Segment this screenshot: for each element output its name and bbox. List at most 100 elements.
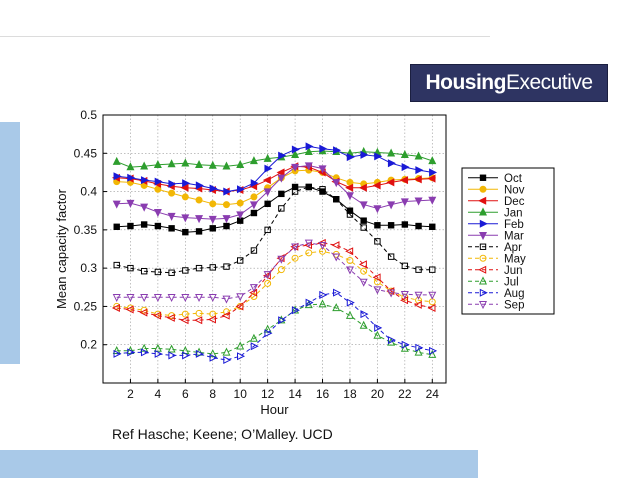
data-point-dec [400,176,409,185]
data-point-apr [237,257,244,264]
data-point-apr [305,183,313,191]
data-point-feb [223,187,232,196]
data-point-apr [360,224,367,231]
data-point-feb [182,179,191,188]
data-point-aug [209,353,218,362]
data-point-sep [332,253,341,262]
data-point-jul [153,343,162,352]
data-point-may [291,254,299,262]
data-point-jun [180,316,189,325]
data-point-feb [264,164,273,173]
data-point-jun [166,313,175,322]
data-point-sep [428,291,437,300]
data-point-dec [358,183,367,192]
data-point-oct [374,222,381,229]
data-point-sep [304,239,313,248]
data-point-feb [415,166,424,175]
data-point-dec [262,176,271,185]
data-point-aug [168,351,177,360]
data-point-oct [291,183,299,191]
data-point-mar [387,201,396,210]
data-point-dec [276,168,285,177]
data-point-nov [250,193,258,201]
legend-marker-mar [478,232,488,241]
data-point-apr [113,261,120,269]
data-point-sep [181,294,190,303]
y-tick-label: 0.5 [80,108,97,122]
data-point-jul [195,347,204,356]
series-oct [113,183,436,236]
data-point-sep [373,286,382,295]
data-point-may [277,266,285,274]
data-point-mar [414,197,423,206]
legend-marker-nov [479,185,487,193]
legend-label-aug: Aug [504,288,524,300]
legend-label-jan: Jan [504,207,523,219]
data-point-jul [167,344,176,353]
data-point-apr [264,226,271,234]
data-point-may [195,309,203,317]
legend-label-apr: Apr [504,242,522,254]
data-point-sep [400,290,409,299]
data-point-jun [372,273,381,282]
x-tick-label: 20 [371,387,385,401]
data-point-jul [428,349,437,358]
data-point-jun [331,241,340,250]
data-point-apr [250,247,258,254]
data-point-apr [195,264,203,272]
data-point-mar [400,198,409,207]
data-point-dec [180,183,189,192]
data-point-jul [332,303,341,312]
data-point-oct [401,221,409,228]
data-point-mar [291,163,300,172]
data-point-aug [374,323,383,332]
data-point-oct [429,223,436,230]
data-point-feb [168,179,177,188]
series-feb [113,142,438,196]
data-point-apr [278,205,285,212]
data-point-apr [333,196,340,203]
data-point-mar [373,205,382,214]
data-point-mar [181,214,190,223]
data-point-jun [111,303,120,312]
data-point-aug [291,306,300,315]
data-point-jun [194,316,203,325]
data-point-feb [250,179,259,188]
data-point-may [264,279,272,287]
data-point-nov [168,189,176,197]
data-point-aug [333,288,342,297]
data-point-dec [427,174,436,183]
data-point-jun [235,302,244,311]
data-point-apr [429,266,436,273]
legend-label-jul: Jul [504,276,519,288]
data-point-apr [291,188,299,195]
series-mar [112,162,437,224]
data-point-oct [140,221,148,228]
data-point-mar [126,199,135,208]
data-point-apr [140,268,148,275]
data-point-feb [374,152,383,161]
data-point-sep [195,294,204,303]
plot-frame [102,114,447,384]
left-accent-bar [0,122,20,364]
data-point-may [181,310,189,318]
x-tick-label: 16 [316,387,330,401]
data-point-mar [222,215,231,224]
legend-label-feb: Feb [504,219,524,231]
y-tick-label: 0.25 [74,299,98,313]
data-point-aug [346,298,355,307]
x-tick-label: 12 [261,387,275,401]
legend-marker-jan [478,207,488,216]
data-point-sep [345,266,354,275]
data-point-feb [387,159,396,168]
data-point-aug [182,351,191,360]
y-tick-label: 0.35 [74,223,98,237]
data-point-oct [415,222,422,230]
data-point-aug [401,340,410,349]
data-point-jun [400,296,409,305]
logo-word-light: Executive [505,71,593,94]
data-point-jan [400,149,409,159]
data-point-jun [345,247,354,256]
data-point-jan [153,159,162,168]
data-point-aug [429,346,438,355]
